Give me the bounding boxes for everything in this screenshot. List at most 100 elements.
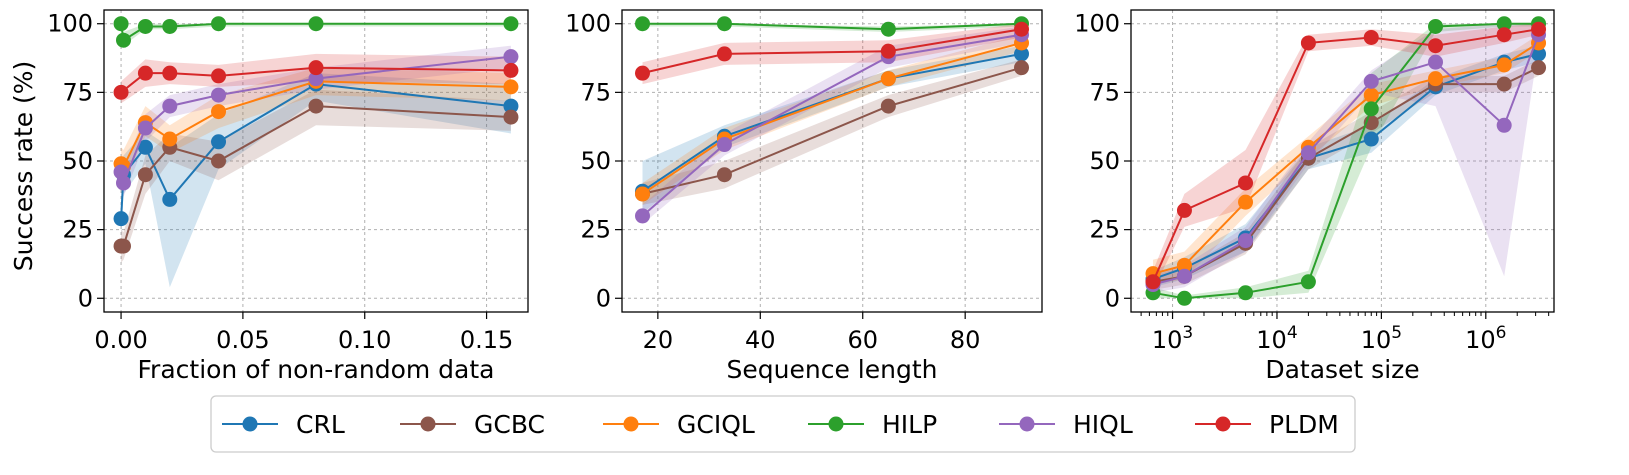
x-tick-label: 0.15 [460, 326, 513, 354]
point-hiql-3 [1238, 233, 1254, 249]
legend-swatch-marker [828, 416, 844, 432]
point-hilp-2 [634, 16, 650, 32]
point-hilp-2 [880, 21, 896, 37]
band-crl-3 [1153, 45, 1539, 288]
point-pldm-2 [634, 65, 650, 81]
legend-swatch-marker [623, 416, 639, 432]
y-tick-label: 100 [565, 10, 611, 38]
point-pldm-3 [1363, 29, 1379, 45]
axes-frame [103, 9, 529, 313]
point-hiql-1 [137, 120, 153, 136]
point-gcbc-2 [1014, 60, 1030, 76]
point-gcbc-2 [880, 98, 896, 114]
point-hiql-1 [503, 49, 519, 65]
line-hilp-2 [642, 22, 1022, 31]
panels: 0.00 0.05 0.10 0.15 0 25 50 75 100 Fraction of no… [47, 9, 1555, 384]
legend-label: CRL [296, 410, 345, 439]
point-crl-3 [1363, 131, 1379, 147]
point-hiql-3 [1363, 73, 1379, 89]
line-hilp-3 [1152, 22, 1539, 300]
x-tick-label: 60 [847, 326, 878, 354]
band-hilp-3 [1153, 23, 1539, 299]
legend-swatch-marker [1215, 416, 1231, 432]
y-axis-label: Success rate (%) [9, 61, 38, 272]
point-pldm-3 [1531, 21, 1547, 37]
band-gcbc-1 [121, 89, 511, 263]
point-gciql-1 [211, 104, 227, 120]
point-pldm-3 [1145, 274, 1161, 290]
x-tick-label: 40 [745, 326, 776, 354]
band-crl-1 [121, 73, 511, 288]
y-tick-label: 50 [1089, 147, 1120, 175]
legend-swatch-marker [420, 416, 436, 432]
band-pldm-2 [642, 23, 1022, 85]
point-gciql-3 [1363, 87, 1379, 103]
point-hiql-1 [211, 87, 227, 103]
x-axis-label: Sequence length [727, 355, 938, 384]
point-crl-2 [1014, 46, 1030, 62]
point-hiql-1 [115, 175, 131, 191]
point-hilp-3 [1363, 101, 1379, 117]
point-pldm-1 [137, 65, 153, 81]
y-tick-label: 100 [47, 10, 93, 38]
line-gciql-3 [1152, 42, 1540, 275]
y-tick-label: 25 [580, 216, 611, 244]
band-hiql-2 [642, 26, 1022, 225]
point-crl-1 [211, 134, 227, 150]
point-pldm-1 [113, 84, 129, 100]
legend-entry-crl: CRL [222, 410, 345, 439]
x-tick-label: 80 [950, 326, 981, 354]
point-hilp-1 [211, 16, 227, 32]
point-hiql-3 [1300, 145, 1316, 161]
legend-entry-pldm: PLDM [1195, 410, 1339, 439]
legend-swatch-marker [1019, 416, 1035, 432]
x-tick-label: 0.05 [216, 326, 269, 354]
point-crl-1 [162, 191, 178, 207]
line-crl-2 [641, 52, 1022, 193]
chart-panel-1: 0.00 0.05 0.10 0.15 0 25 50 75 100 Fraction of no… [47, 9, 529, 384]
point-hiql-3 [1496, 117, 1512, 133]
line-gciql-2 [641, 41, 1022, 195]
point-pldm-2 [1014, 21, 1030, 37]
x-tick-label: 103 [1152, 323, 1193, 354]
band-gciql-2 [642, 34, 1022, 205]
point-hiql-2 [716, 137, 732, 153]
point-hilp-1 [113, 16, 129, 32]
band-crl-2 [642, 45, 1022, 214]
point-gcbc-1 [308, 98, 324, 114]
y-tick-label: 0 [1105, 284, 1120, 312]
legend-label: GCIQL [677, 410, 755, 439]
legend-label: GCBC [474, 410, 545, 439]
point-crl-3 [1531, 46, 1547, 62]
axes-frame [621, 9, 1043, 313]
point-gcbc-1 [211, 153, 227, 169]
point-gciql-2 [634, 186, 650, 202]
y-tick-label: 50 [62, 147, 93, 175]
point-gcbc-2 [716, 167, 732, 183]
legend: CRL GCBC GCIQL HILP HIQL PLDM [210, 395, 1356, 453]
point-gciql-3 [1176, 257, 1192, 273]
point-crl-1 [113, 211, 129, 227]
legend-label: HIQL [1073, 410, 1133, 439]
y-tick-label: 100 [1074, 10, 1120, 38]
point-pldm-3 [1496, 27, 1512, 43]
legend-frame [210, 395, 1356, 453]
point-hilp-1 [115, 32, 131, 48]
line-pldm-2 [642, 28, 1022, 75]
x-tick-label: 105 [1361, 323, 1402, 354]
point-hiql-1 [308, 71, 324, 87]
point-hilp-3 [1428, 18, 1444, 34]
legend-label: PLDM [1269, 410, 1339, 439]
x-tick-label: 0.00 [94, 326, 147, 354]
point-hiql-1 [162, 98, 178, 114]
point-pldm-1 [162, 65, 178, 81]
point-gciql-3 [1428, 71, 1444, 87]
point-hilp-3 [1496, 16, 1512, 32]
point-hilp-1 [503, 16, 519, 32]
x-axis-label: Dataset size [1265, 355, 1419, 384]
point-hiql-2 [634, 208, 650, 224]
point-pldm-1 [503, 62, 519, 78]
band-hiql-3 [1153, 23, 1539, 293]
x-tick-label: 20 [643, 326, 674, 354]
